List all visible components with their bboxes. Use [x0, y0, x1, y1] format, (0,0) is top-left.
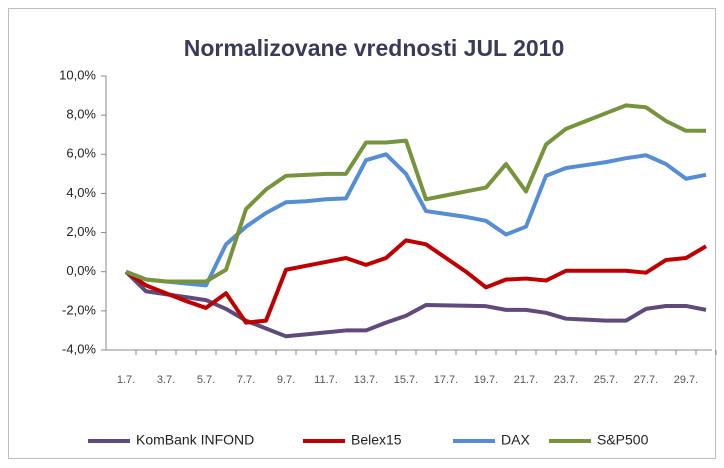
- y-tick-label: -4,0%: [62, 341, 96, 356]
- legend-label: S&P500: [597, 432, 649, 448]
- y-tick-label: -2,0%: [62, 302, 96, 317]
- x-tick-label: 11.7.: [314, 374, 338, 386]
- x-tick-label: 29.7.: [674, 374, 698, 386]
- x-tick-label: 19.7.: [474, 374, 498, 386]
- y-tick-label: 8,0%: [66, 107, 96, 122]
- x-tick-label: 17.7.: [434, 374, 458, 386]
- x-tick-label: 7.7.: [237, 374, 255, 386]
- y-tick-label: 4,0%: [66, 185, 96, 200]
- series-line: [125, 152, 707, 288]
- x-tick-label: 3.7.: [157, 374, 175, 386]
- legend-label: KomBank INFOND: [136, 432, 254, 448]
- chart-title: Normalizovane vrednosti JUL 2010: [184, 35, 565, 61]
- x-tick-label: 9.7.: [277, 374, 295, 386]
- x-tick-label: 13.7.: [354, 374, 378, 386]
- legend-label: DAX: [501, 432, 530, 448]
- x-tick-label: 21.7.: [514, 374, 538, 386]
- chart-frame: [8, 8, 716, 459]
- y-tick-label: 6,0%: [66, 146, 96, 161]
- x-tick-label: 1.7.: [117, 374, 135, 386]
- y-tick-label: 10,0%: [59, 67, 96, 82]
- y-tick-label: 0,0%: [66, 263, 96, 278]
- x-tick-label: 15.7.: [394, 374, 418, 386]
- series-line: [125, 103, 706, 284]
- x-tick-label: 5.7.: [197, 374, 215, 386]
- legend-label: Belex15: [351, 432, 402, 448]
- x-tick-label: 27.7.: [634, 374, 658, 386]
- series-line: [124, 238, 708, 325]
- x-tick-label: 23.7.: [554, 374, 578, 386]
- x-tick-label: 25.7.: [594, 374, 618, 386]
- series-line: [124, 270, 707, 339]
- y-tick-label: 2,0%: [66, 224, 96, 239]
